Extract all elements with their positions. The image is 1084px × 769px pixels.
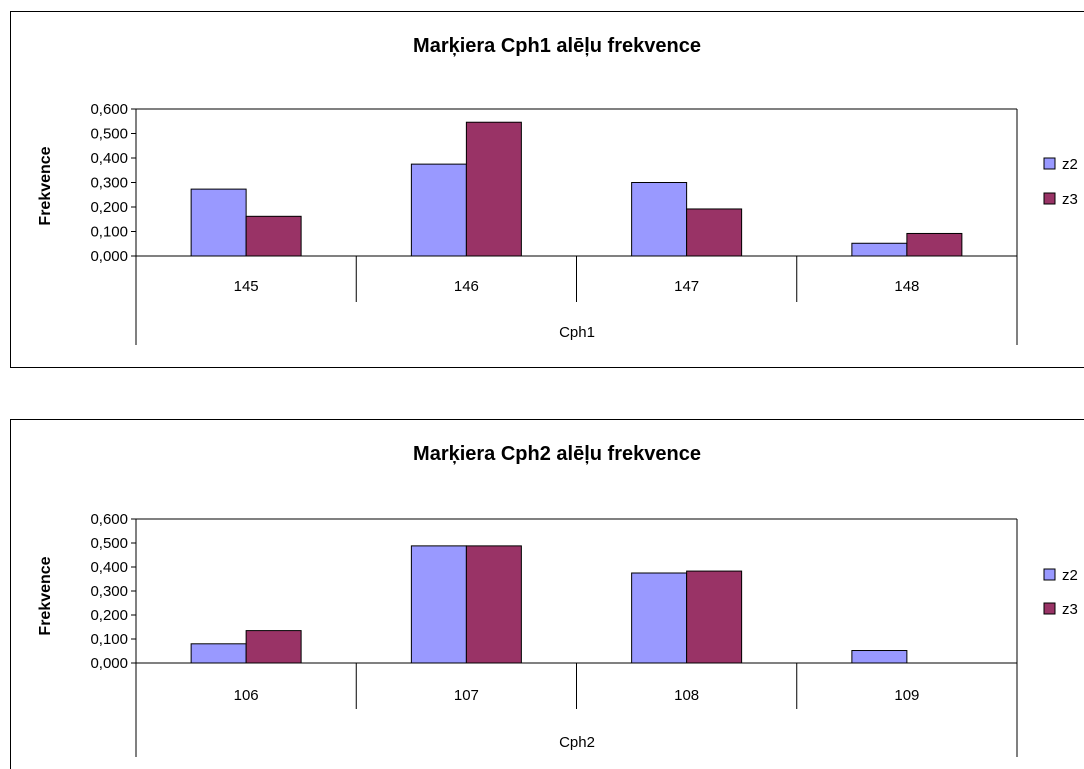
bar-z2-107 (410, 545, 467, 664)
chart-frame (10, 11, 1084, 368)
y-tick-label: 0,500 (90, 126, 128, 143)
x-tick-label: 148 (894, 278, 919, 295)
bar-z2-148 (851, 242, 908, 257)
y-tick-label: 0,100 (90, 224, 128, 241)
plot-area: 0,000 0,100 0,200 0,300 0,400 0,500 0,600 106 10… (90, 511, 1018, 757)
y-tick-label: 0,400 (90, 150, 128, 167)
y-tick-label: 0,100 (90, 631, 128, 648)
chart-title: Marķiera Cph2 alēļu frekvence (413, 443, 701, 465)
bar-z2-108 (631, 572, 688, 664)
x-tick-label: 108 (674, 687, 699, 704)
bar-z2-146 (410, 163, 467, 257)
legend-label-z2: z2 (1062, 567, 1078, 584)
y-tick-label: 0,600 (90, 101, 128, 118)
legend-swatch-z3 (1043, 192, 1056, 205)
y-tick-label: 0,300 (90, 583, 128, 600)
y-tick-label: 0,000 (90, 248, 128, 265)
y-tick-label: 0,500 (90, 535, 128, 552)
bar-z3-145 (245, 215, 302, 257)
legend-swatch-z2 (1043, 157, 1056, 170)
y-tick-label: 0,300 (90, 175, 128, 192)
x-tick-label: 146 (454, 278, 479, 295)
legend-label-z3: z3 (1062, 601, 1078, 618)
chart-cph1: Marķiera Cph1 alēļu frekvence Frekvence … (10, 11, 1084, 368)
legend-swatch-z2 (1043, 568, 1056, 581)
chart-frame (10, 419, 1084, 769)
bar-z3-106 (245, 630, 302, 664)
chart-title: Marķiera Cph1 alēļu frekvence (413, 35, 701, 57)
bar-z3-148 (906, 232, 963, 257)
y-tick-label: 0,000 (90, 655, 128, 672)
bar-z3-146 (465, 121, 522, 257)
bar-z2-109 (851, 650, 908, 664)
y-tick-label: 0,200 (90, 607, 128, 624)
y-axis-label: Frekvence (37, 146, 54, 225)
y-axis-label: Frekvence (37, 556, 54, 635)
legend-swatch-z3 (1043, 602, 1056, 615)
bar-z2-106 (190, 643, 247, 664)
x-tick-label: 147 (674, 278, 699, 295)
x-tick-label: 109 (894, 687, 919, 704)
legend: z2 z3 (1043, 567, 1078, 618)
x-tick-label: 106 (234, 687, 259, 704)
bar-z3-107 (465, 545, 522, 664)
y-tick-label: 0,200 (90, 199, 128, 216)
x-axis-label: Cph2 (559, 734, 595, 751)
x-tick-label: 107 (454, 687, 479, 704)
chart-cph2: Marķiera Cph2 alēļu frekvence Frekvence … (10, 419, 1084, 769)
bar-z3-147 (686, 208, 743, 257)
y-tick-label: 0,600 (90, 511, 128, 528)
x-tick-label: 145 (234, 278, 259, 295)
legend-label-z3: z3 (1062, 191, 1078, 208)
x-axis-label: Cph1 (559, 324, 595, 341)
plot-area: 0,000 0,100 0,200 0,300 0,400 0,500 0,600 145 14… (90, 101, 1018, 345)
bar-z2-145 (190, 188, 247, 257)
bar-z2-147 (631, 182, 688, 257)
y-tick-label: 0,400 (90, 559, 128, 576)
legend-label-z2: z2 (1062, 156, 1078, 173)
legend: z2 z3 (1043, 156, 1078, 208)
bar-z3-108 (686, 570, 743, 664)
